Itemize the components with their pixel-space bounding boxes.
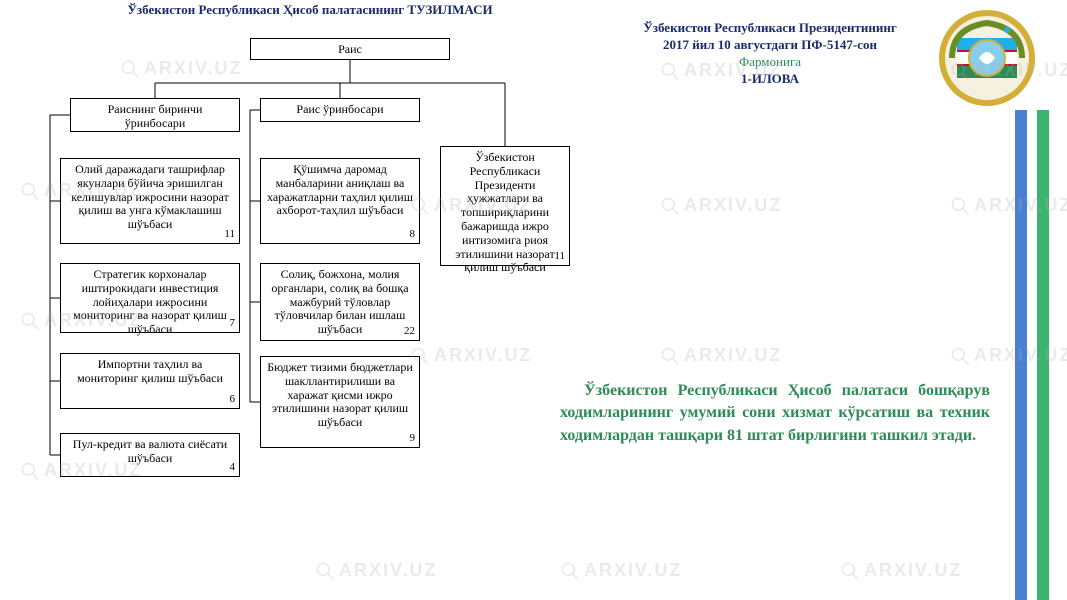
watermark: ARXIV.UZ xyxy=(950,195,1067,216)
decree-header: Ўзбекистон Республикаси Президентининг 2… xyxy=(620,20,920,88)
node-label: Солиқ, божхона, молия органлари, солиқ в… xyxy=(271,267,408,336)
node-count: 22 xyxy=(404,325,415,338)
node-count: 6 xyxy=(230,393,236,406)
state-emblem-icon xyxy=(937,8,1037,108)
decree-line-3: Фармонига xyxy=(620,54,920,71)
watermark: ARXIV.UZ xyxy=(660,345,782,366)
node-b1-2: Стратегик корхоналар иштирокидаги инвест… xyxy=(60,263,240,333)
stripe-green xyxy=(1037,110,1049,600)
decree-line-4: 1-ИЛОВА xyxy=(620,71,920,88)
node-b2-2: Солиқ, божхона, молия органлари, солиқ в… xyxy=(260,263,420,341)
node-deputy-2: Раис ўринбосари xyxy=(260,98,420,122)
node-b3-1: Ўзбекистон Республикаси Президенти ҳужжа… xyxy=(440,146,570,266)
node-label: Стратегик корхоналар иштирокидаги инвест… xyxy=(73,267,227,336)
node-count: 9 xyxy=(410,432,416,445)
node-b1-1: Олий даражадаги ташрифлар якунлари бўйич… xyxy=(60,158,240,244)
node-label: Қўшимча даромад манбаларини аниқлаш ва х… xyxy=(267,162,413,217)
watermark: ARXIV.UZ xyxy=(840,560,962,581)
node-label: Олий даражадаги ташрифлар якунлари бўйич… xyxy=(71,162,229,231)
node-b2-3: Бюджет тизими бюджетлари шакллантирилиши… xyxy=(260,356,420,448)
node-b1-3: Импортни таҳлил ва мониторинг қилиш шўъб… xyxy=(60,353,240,409)
node-label: Импортни таҳлил ва мониторинг қилиш шўъб… xyxy=(77,357,223,385)
node-b2-1: Қўшимча даромад манбаларини аниқлаш ва х… xyxy=(260,158,420,244)
watermark: ARXIV.UZ xyxy=(410,345,532,366)
watermark: ARXIV.UZ xyxy=(120,58,242,79)
summary-text: Ўзбекистон Республикаси Ҳисоб палатаси б… xyxy=(560,380,990,447)
watermark: ARXIV.UZ xyxy=(560,560,682,581)
watermark: ARXIV.UZ xyxy=(660,195,782,216)
node-label: Раиснинг биринчи ўринбосари xyxy=(108,102,203,130)
node-count: 11 xyxy=(554,250,565,263)
node-deputy-1: Раиснинг биринчи ўринбосари xyxy=(70,98,240,132)
node-count: 11 xyxy=(224,228,235,241)
node-label: Бюджет тизими бюджетлари шакллантирилиши… xyxy=(267,360,413,429)
node-label: Раис xyxy=(338,42,362,56)
node-label: Ўзбекистон Республикаси Президенти ҳужжа… xyxy=(455,150,554,274)
node-count: 7 xyxy=(230,317,236,330)
org-chart-title: Ўзбекистон Республикаси Ҳисоб палатасини… xyxy=(120,2,500,18)
stripe-blue xyxy=(1015,110,1027,600)
node-label: Пул-кредит ва валюта сиёсати шўъбаси xyxy=(73,437,227,465)
node-root: Раис xyxy=(250,38,450,60)
watermark: ARXIV.UZ xyxy=(315,560,437,581)
node-label: Раис ўринбосари xyxy=(296,102,383,116)
watermark: ARXIV.UZ xyxy=(950,345,1067,366)
decree-line-2: 2017 йил 10 августдаги ПФ-5147-сон xyxy=(620,37,920,54)
node-count: 8 xyxy=(410,228,416,241)
decree-line-1: Ўзбекистон Республикаси Президентининг xyxy=(620,20,920,37)
node-count: 4 xyxy=(230,461,236,474)
node-b1-4: Пул-кредит ва валюта сиёсати шўъбаси 4 xyxy=(60,433,240,477)
